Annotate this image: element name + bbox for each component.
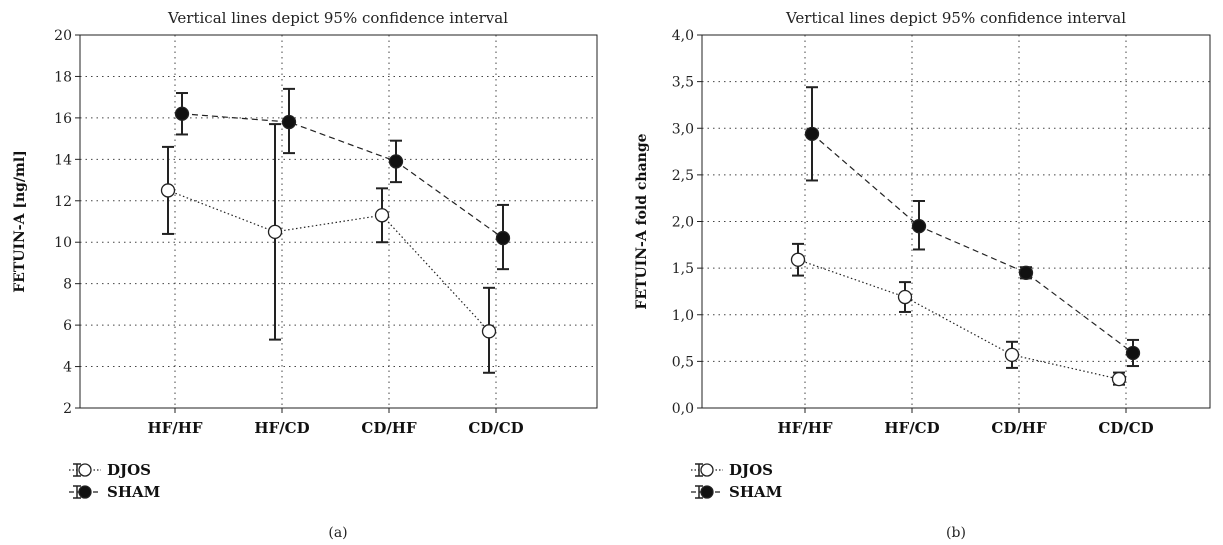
data-point bbox=[160, 183, 176, 198]
legend-item-djos: DJOS bbox=[691, 461, 773, 479]
data-point bbox=[374, 208, 390, 223]
panel-label: (b) bbox=[946, 525, 966, 541]
chart-panel-1: Vertical lines depict 95% confidence int… bbox=[12, 9, 598, 541]
data-point bbox=[388, 154, 404, 169]
y-tick-label: 3,5 bbox=[672, 75, 694, 91]
x-tick-label: CD/HF bbox=[991, 419, 1047, 437]
series-djos bbox=[160, 123, 497, 374]
y-tick-label: 8 bbox=[63, 277, 72, 293]
data-point bbox=[911, 219, 927, 234]
legend-label: SHAM bbox=[107, 483, 160, 501]
x-tick-label: CD/CD bbox=[468, 419, 523, 437]
y-tick-label: 0,0 bbox=[672, 401, 694, 417]
legend-item-djos: DJOS bbox=[69, 461, 151, 479]
x-tick-label: HF/HF bbox=[777, 419, 832, 437]
series-djos bbox=[790, 242, 1127, 387]
chart-title: Vertical lines depict 95% confidence int… bbox=[785, 9, 1126, 27]
legend-item-sham: SHAM bbox=[69, 483, 160, 501]
series-sham bbox=[174, 87, 511, 271]
legend-marker bbox=[78, 463, 92, 477]
y-tick-label: 16 bbox=[54, 111, 72, 127]
legend-label: DJOS bbox=[729, 461, 773, 479]
data-point bbox=[495, 230, 511, 246]
y-tick-label: 2 bbox=[63, 401, 72, 417]
x-tick-label: HF/CD bbox=[254, 419, 309, 437]
panel-label: (a) bbox=[328, 525, 347, 541]
y-tick-label: 14 bbox=[54, 152, 72, 168]
chart-panel-2: Vertical lines depict 95% confidence int… bbox=[634, 9, 1211, 541]
series-sham bbox=[804, 86, 1141, 368]
data-point bbox=[174, 106, 190, 121]
y-tick-label: 10 bbox=[54, 235, 72, 251]
y-tick-label: 1,0 bbox=[672, 308, 694, 324]
y-tick-label: 3,0 bbox=[672, 121, 694, 137]
y-tick-label: 18 bbox=[54, 69, 72, 85]
data-point bbox=[481, 324, 497, 339]
series-line bbox=[167, 189, 490, 332]
legend-marker bbox=[700, 463, 714, 477]
data-point bbox=[281, 114, 297, 130]
y-tick-label: 4 bbox=[63, 360, 72, 376]
y-tick-label: 0,5 bbox=[672, 354, 694, 370]
x-tick-label: CD/HF bbox=[361, 419, 417, 437]
plot-frame bbox=[79, 34, 598, 409]
data-point bbox=[1125, 345, 1141, 361]
data-point bbox=[267, 224, 283, 240]
data-point bbox=[1004, 347, 1020, 362]
y-tick-label: 2,0 bbox=[672, 215, 694, 231]
series-line bbox=[811, 133, 1134, 354]
y-tick-label: 12 bbox=[54, 194, 72, 210]
y-tick-label: 20 bbox=[54, 28, 72, 44]
y-axis-label: FETUIN-A fold change bbox=[634, 133, 650, 309]
legend-item-sham: SHAM bbox=[691, 483, 782, 501]
y-tick-label: 2,5 bbox=[672, 168, 694, 184]
y-tick-label: 4,0 bbox=[672, 28, 694, 44]
x-tick-label: HF/CD bbox=[884, 419, 939, 437]
x-tick-label: CD/CD bbox=[1098, 419, 1153, 437]
y-tick-label: 1,5 bbox=[672, 261, 694, 277]
series-line bbox=[797, 259, 1120, 380]
x-tick-label: HF/HF bbox=[147, 419, 202, 437]
data-point bbox=[897, 289, 913, 305]
data-point bbox=[790, 252, 806, 267]
y-tick-label: 6 bbox=[63, 318, 72, 334]
data-point bbox=[804, 126, 820, 141]
plot-frame bbox=[701, 34, 1211, 409]
series-line bbox=[181, 113, 504, 239]
chart-title: Vertical lines depict 95% confidence int… bbox=[167, 9, 508, 27]
legend-marker bbox=[700, 485, 714, 499]
data-point bbox=[1018, 265, 1034, 280]
data-point bbox=[1111, 371, 1127, 387]
legend-marker bbox=[78, 485, 92, 499]
y-axis-label: FETUIN-A [ng/ml] bbox=[12, 150, 28, 293]
legend-label: SHAM bbox=[729, 483, 782, 501]
legend-label: DJOS bbox=[107, 461, 151, 479]
